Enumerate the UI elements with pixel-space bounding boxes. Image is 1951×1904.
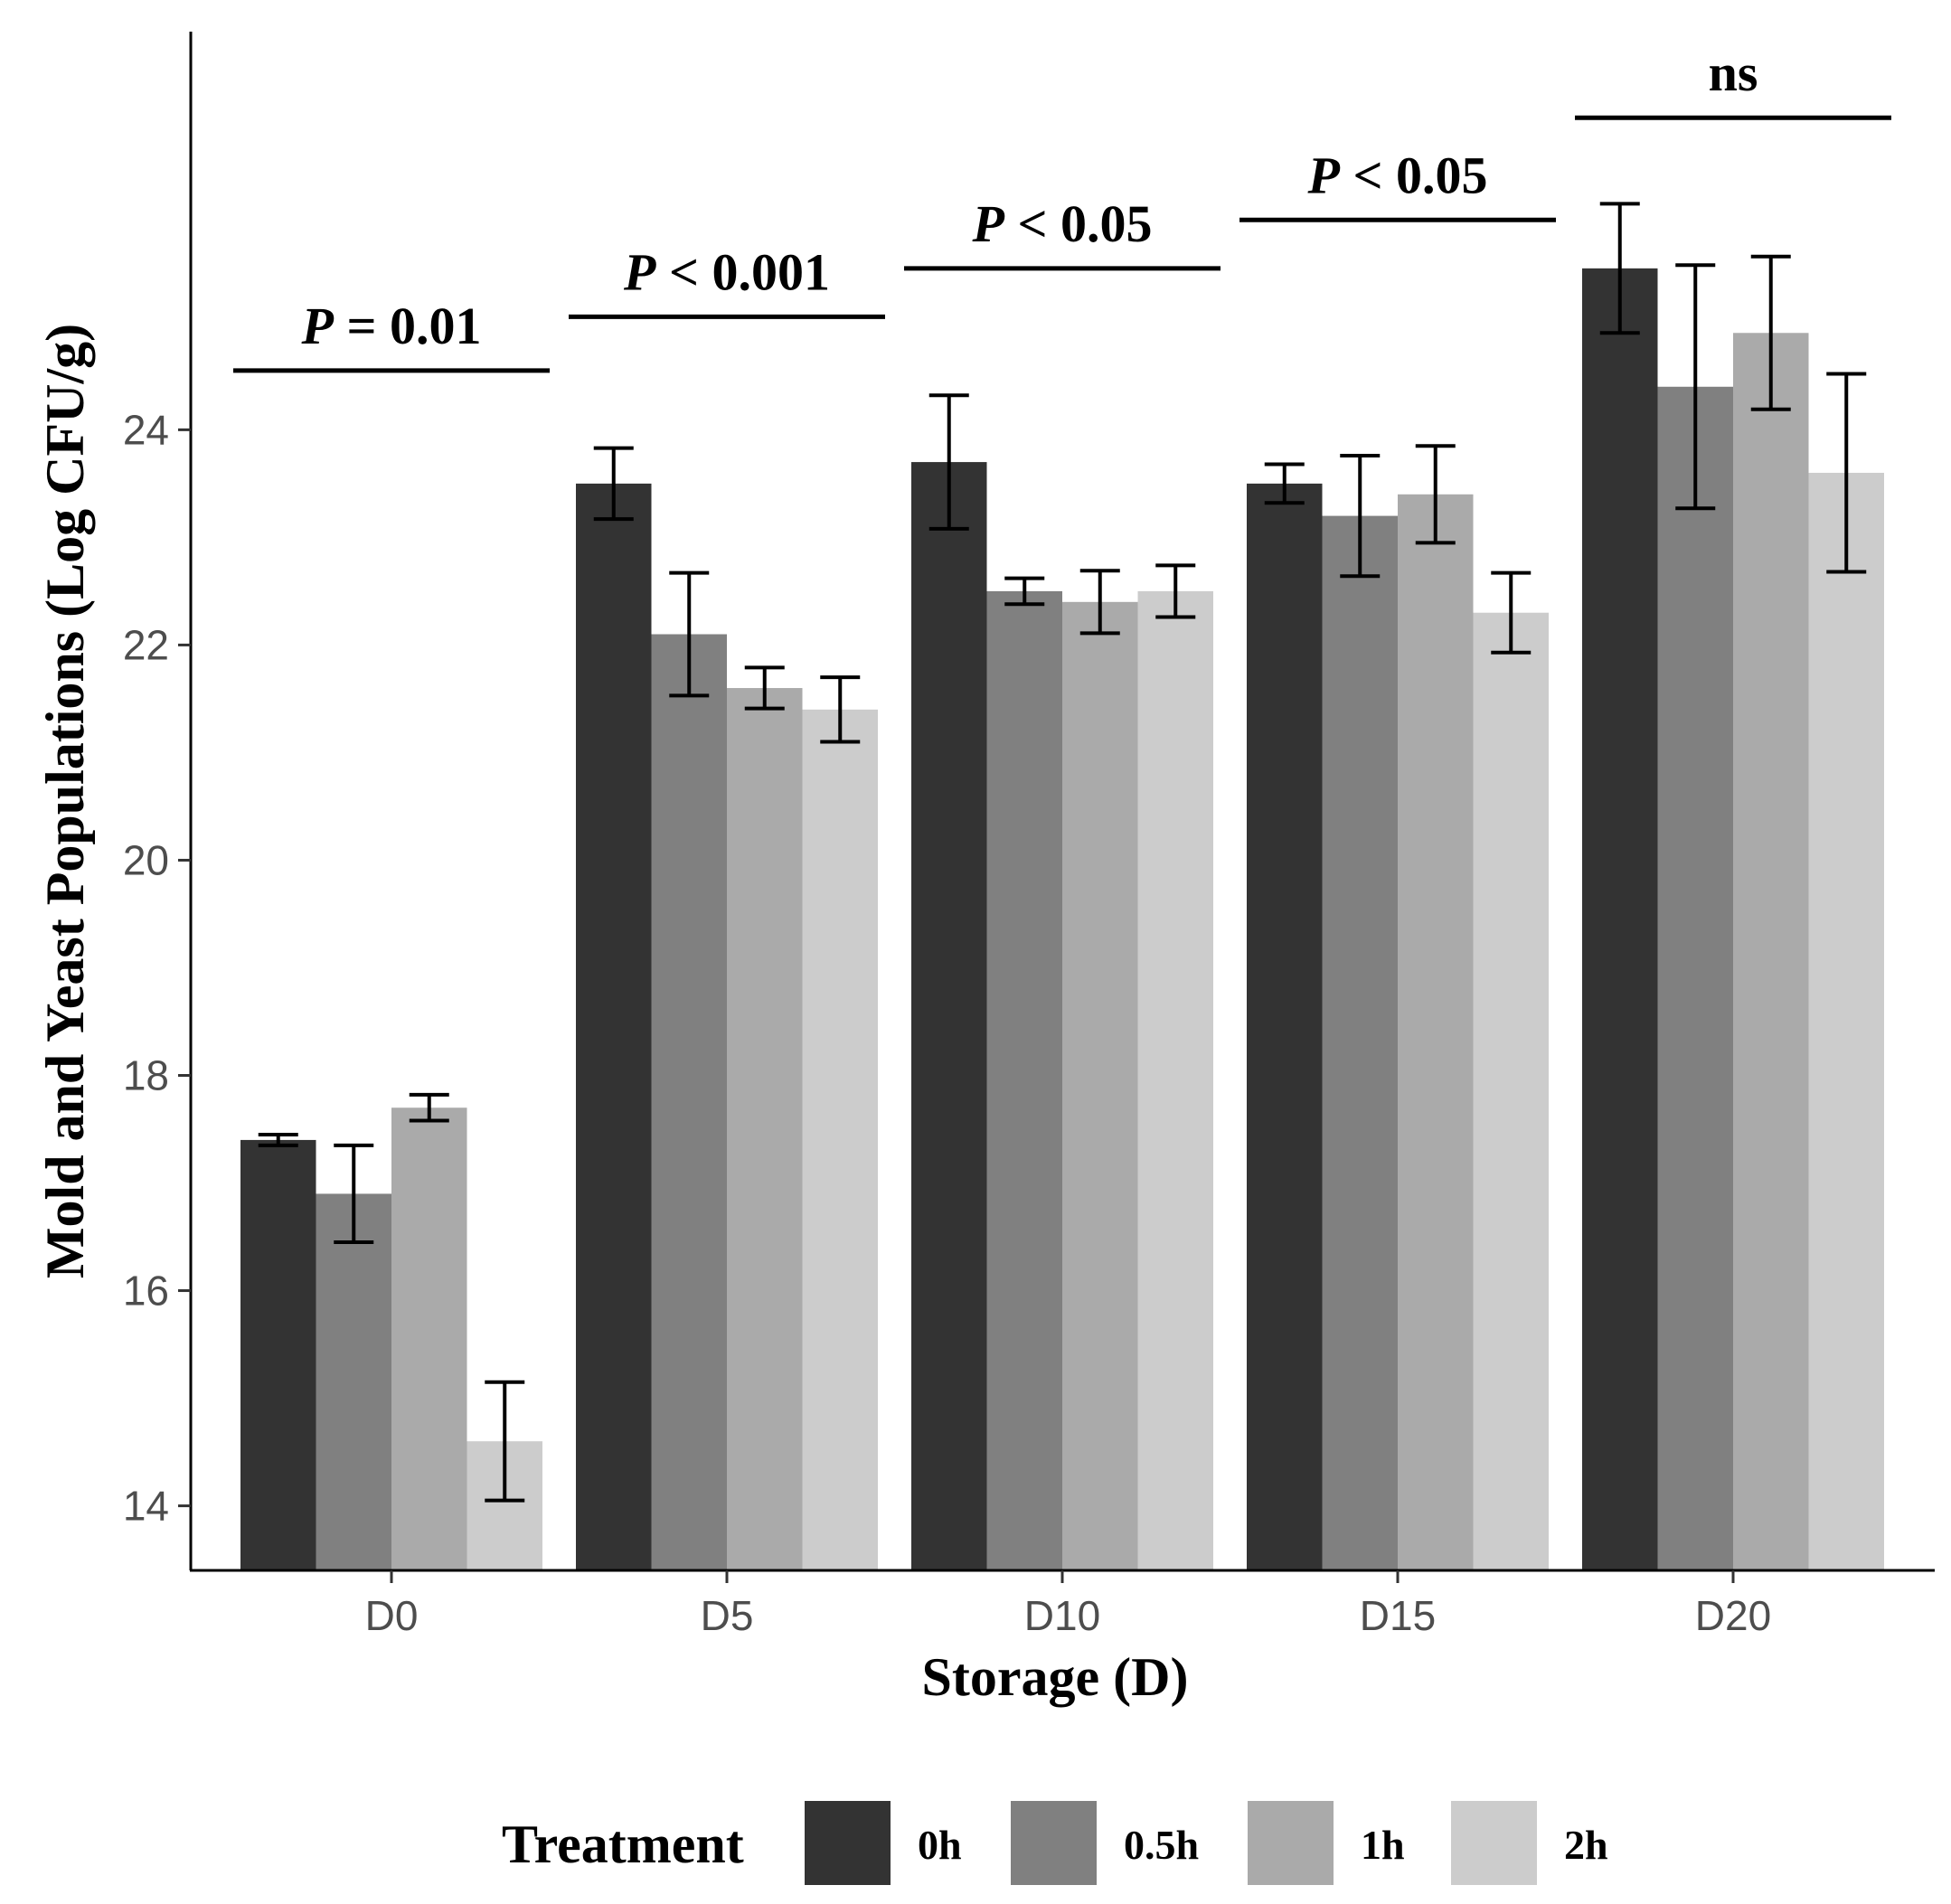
bar-D15-2h [1473, 612, 1549, 1570]
legend-title: Treatment [502, 1814, 744, 1874]
p-symbol: P [301, 297, 335, 355]
x-ticks: D0 D5 D10 D15 D20 [365, 1570, 1771, 1639]
significance-D20: ns [1575, 43, 1891, 120]
bar-D20-0h [1582, 268, 1658, 1570]
error-bar-D10-0.5h [1004, 576, 1045, 607]
legend-swatch [805, 1801, 891, 1885]
bar-D0-1h [391, 1108, 467, 1570]
x-tick-label: D10 [1024, 1592, 1100, 1639]
error-bar-D0-1h [409, 1092, 449, 1123]
legend-label: 0.5h [1124, 1822, 1199, 1868]
significance-D5: P < 0.001 [569, 242, 885, 319]
legend-item-0.5h: 0.5h [1011, 1801, 1199, 1885]
error-bar-D5-0.5h [669, 570, 710, 698]
bar-D0-0.5h [316, 1193, 391, 1570]
legend-item-2h: 2h [1451, 1801, 1608, 1885]
y-tick-label: 14 [123, 1483, 169, 1530]
significance-label: P = 0.01 [301, 297, 482, 355]
bar-D15-0.5h [1322, 515, 1398, 1570]
bar-D10-0h [911, 462, 987, 1570]
error-bars-layer [258, 202, 1867, 1503]
bar-D15-1h [1398, 494, 1474, 1570]
error-bar-D20-1h [1750, 254, 1791, 411]
error-bar-D10-0h [928, 393, 969, 531]
p-symbol: P [972, 194, 1005, 253]
error-bar-D15-2h [1491, 570, 1532, 655]
legend-item-1h: 1h [1248, 1801, 1405, 1885]
y-tick-label: 18 [123, 1052, 169, 1099]
p-symbol: P [1307, 146, 1341, 204]
bar-D5-2h [802, 709, 878, 1570]
legend-label: 1h [1361, 1822, 1405, 1868]
significance-label: P < 0.001 [623, 242, 830, 301]
legend-swatch [1451, 1801, 1537, 1885]
significance-D10: P < 0.05 [904, 194, 1221, 271]
error-bar-D5-2h [820, 675, 861, 744]
error-bar-D20-0h [1599, 202, 1640, 335]
p-value: ns [1709, 43, 1758, 102]
bar-D20-1h [1733, 333, 1809, 1570]
legend-label: 2h [1564, 1822, 1608, 1868]
p-value: < 0.05 [1340, 146, 1488, 204]
p-value: = 0.01 [334, 297, 482, 355]
p-symbol: P [623, 242, 656, 301]
legend-swatch [1248, 1801, 1334, 1885]
bar-D5-1h [727, 688, 803, 1570]
legend: Treatment 0h 0.5h 1h 2h [502, 1801, 1608, 1885]
significance-label: P < 0.05 [972, 194, 1153, 253]
y-tick-label: 20 [123, 836, 169, 883]
y-axis-title: Mold and Yeast Populations (Log CFU/g) [35, 324, 95, 1278]
x-tick-label: D5 [701, 1592, 754, 1639]
error-bar-D0-0h [258, 1132, 298, 1147]
error-bar-D10-2h [1155, 563, 1196, 619]
x-tick-label: D20 [1695, 1592, 1771, 1639]
x-tick-label: D15 [1360, 1592, 1436, 1639]
p-value: < 0.05 [1004, 194, 1153, 253]
significance-label: P < 0.05 [1307, 146, 1488, 204]
legend-label: 0h [918, 1822, 962, 1868]
error-bar-D5-1h [744, 665, 785, 711]
y-ticks: 14 16 18 20 22 24 [123, 406, 191, 1530]
bar-D0-0h [240, 1139, 316, 1570]
error-bar-D0-2h [485, 1380, 525, 1503]
bar-D5-0.5h [651, 634, 727, 1570]
p-value: < 0.001 [655, 242, 830, 301]
legend-swatch [1011, 1801, 1097, 1885]
y-tick-label: 24 [123, 406, 169, 453]
x-axis-title: Storage (D) [922, 1647, 1189, 1707]
significance-D15: P < 0.05 [1239, 146, 1556, 222]
error-bar-D15-1h [1415, 444, 1456, 545]
significance-label: ns [1709, 43, 1758, 102]
x-tick-label: D0 [365, 1592, 419, 1639]
bars-layer [240, 268, 1884, 1570]
bar-D5-0h [576, 483, 652, 1570]
significance-D0: P = 0.01 [233, 297, 550, 373]
bar-D20-0.5h [1657, 386, 1733, 1570]
y-tick-label: 22 [123, 621, 169, 668]
bar-D10-1h [1062, 601, 1138, 1570]
bar-D10-0.5h [986, 590, 1062, 1570]
bar-D10-2h [1137, 590, 1213, 1570]
error-bar-D15-0h [1264, 462, 1305, 505]
error-bar-D15-0.5h [1340, 453, 1381, 579]
y-tick-label: 16 [123, 1268, 169, 1315]
error-bar-D20-0.5h [1675, 263, 1716, 511]
bar-D20-2h [1808, 472, 1884, 1570]
error-bar-D10-1h [1079, 569, 1120, 636]
error-bar-D5-0h [593, 446, 634, 522]
error-bar-D20-2h [1826, 372, 1867, 574]
error-bar-D0-0.5h [334, 1143, 374, 1244]
bar-D15-0h [1247, 483, 1323, 1570]
legend-item-0h: 0h [805, 1801, 962, 1885]
